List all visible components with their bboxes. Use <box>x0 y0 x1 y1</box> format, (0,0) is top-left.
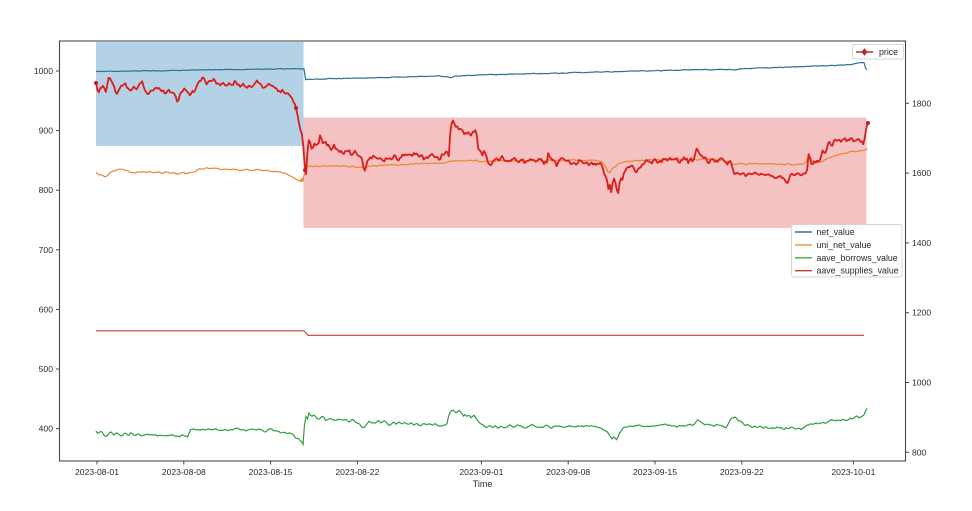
svg-text:2023-10-01: 2023-10-01 <box>831 467 875 477</box>
svg-text:1200: 1200 <box>912 308 931 318</box>
svg-text:600: 600 <box>39 304 54 314</box>
svg-text:500: 500 <box>39 364 54 374</box>
svg-text:2023-09-22: 2023-09-22 <box>720 467 764 477</box>
svg-text:2023-08-08: 2023-08-08 <box>162 467 206 477</box>
svg-text:1000: 1000 <box>912 378 931 388</box>
svg-text:Time: Time <box>473 479 493 489</box>
svg-text:1600: 1600 <box>912 168 931 178</box>
svg-text:2023-09-08: 2023-09-08 <box>546 467 590 477</box>
svg-text:800: 800 <box>912 447 927 457</box>
svg-text:2023-08-22: 2023-08-22 <box>335 467 379 477</box>
svg-text:2023-08-15: 2023-08-15 <box>249 467 293 477</box>
svg-text:2023-09-01: 2023-09-01 <box>459 467 503 477</box>
svg-text:aave_borrows_value: aave_borrows_value <box>817 253 898 263</box>
svg-text:1800: 1800 <box>912 98 931 108</box>
svg-text:800: 800 <box>39 185 54 195</box>
svg-text:2023-08-01: 2023-08-01 <box>75 467 119 477</box>
svg-text:400: 400 <box>39 424 54 434</box>
svg-text:price: price <box>879 47 898 57</box>
svg-text:2023-09-15: 2023-09-15 <box>633 467 677 477</box>
svg-text:1000: 1000 <box>34 66 53 76</box>
svg-text:uni_net_value: uni_net_value <box>817 240 872 250</box>
svg-text:aave_supplies_value: aave_supplies_value <box>817 266 899 276</box>
svg-text:900: 900 <box>39 126 54 136</box>
svg-text:net_value: net_value <box>817 227 855 237</box>
svg-text:1400: 1400 <box>912 238 931 248</box>
svg-text:700: 700 <box>39 245 54 255</box>
